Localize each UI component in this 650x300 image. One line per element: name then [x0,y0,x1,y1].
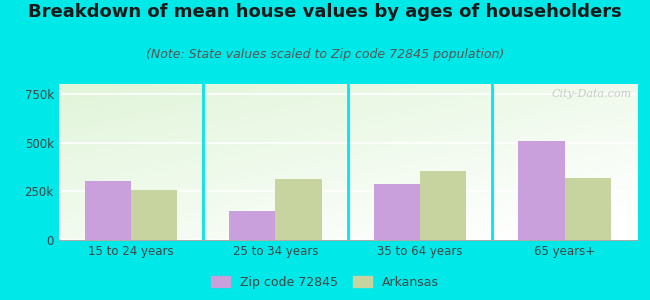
Text: City-Data.com: City-Data.com [551,89,631,99]
Bar [84,181,131,240]
Bar [519,140,565,240]
Bar [420,171,466,240]
Text: (Note: State values scaled to Zip code 72845 population): (Note: State values scaled to Zip code 7… [146,48,504,61]
Bar [374,184,420,240]
Text: Breakdown of mean house values by ages of householders: Breakdown of mean house values by ages o… [28,3,622,21]
Legend: Zip code 72845, Arkansas: Zip code 72845, Arkansas [206,271,444,294]
Bar [276,178,322,240]
Bar [131,190,177,240]
Bar [229,211,276,240]
Bar [565,178,611,240]
